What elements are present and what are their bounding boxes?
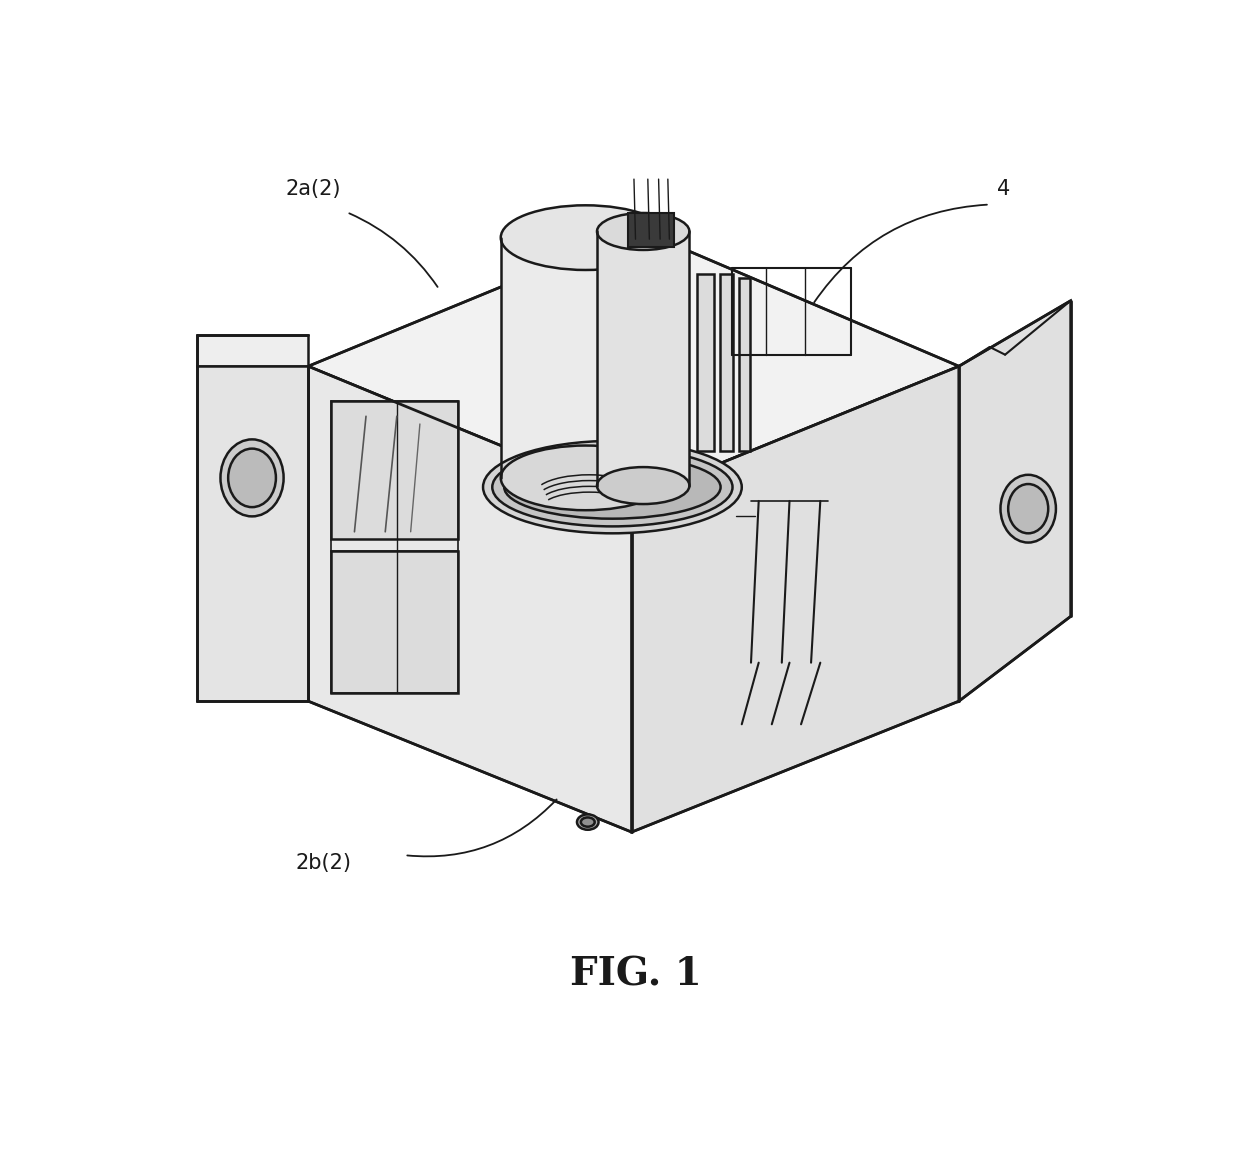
Ellipse shape xyxy=(505,455,720,519)
Polygon shape xyxy=(627,213,675,247)
Text: 2a(2): 2a(2) xyxy=(285,178,341,198)
Ellipse shape xyxy=(492,447,733,526)
Polygon shape xyxy=(959,301,1070,701)
Ellipse shape xyxy=(596,213,689,250)
Polygon shape xyxy=(631,366,959,832)
Ellipse shape xyxy=(221,439,284,517)
Ellipse shape xyxy=(228,449,277,508)
Text: 2b(2): 2b(2) xyxy=(295,853,351,873)
Ellipse shape xyxy=(577,815,599,830)
Ellipse shape xyxy=(1001,475,1056,542)
Polygon shape xyxy=(331,401,459,539)
Ellipse shape xyxy=(596,467,689,504)
Polygon shape xyxy=(197,335,309,366)
Ellipse shape xyxy=(501,205,670,270)
Text: FIG. 1: FIG. 1 xyxy=(569,955,702,993)
Polygon shape xyxy=(501,238,670,478)
Ellipse shape xyxy=(484,440,742,533)
Text: 4: 4 xyxy=(997,178,1011,198)
Polygon shape xyxy=(309,366,631,832)
Polygon shape xyxy=(331,551,459,693)
Ellipse shape xyxy=(501,445,670,510)
Ellipse shape xyxy=(580,817,595,826)
Polygon shape xyxy=(596,232,689,486)
Polygon shape xyxy=(697,274,714,451)
Polygon shape xyxy=(197,366,309,701)
Polygon shape xyxy=(739,278,750,451)
Polygon shape xyxy=(720,274,733,451)
Polygon shape xyxy=(309,229,959,500)
Ellipse shape xyxy=(1008,484,1048,533)
